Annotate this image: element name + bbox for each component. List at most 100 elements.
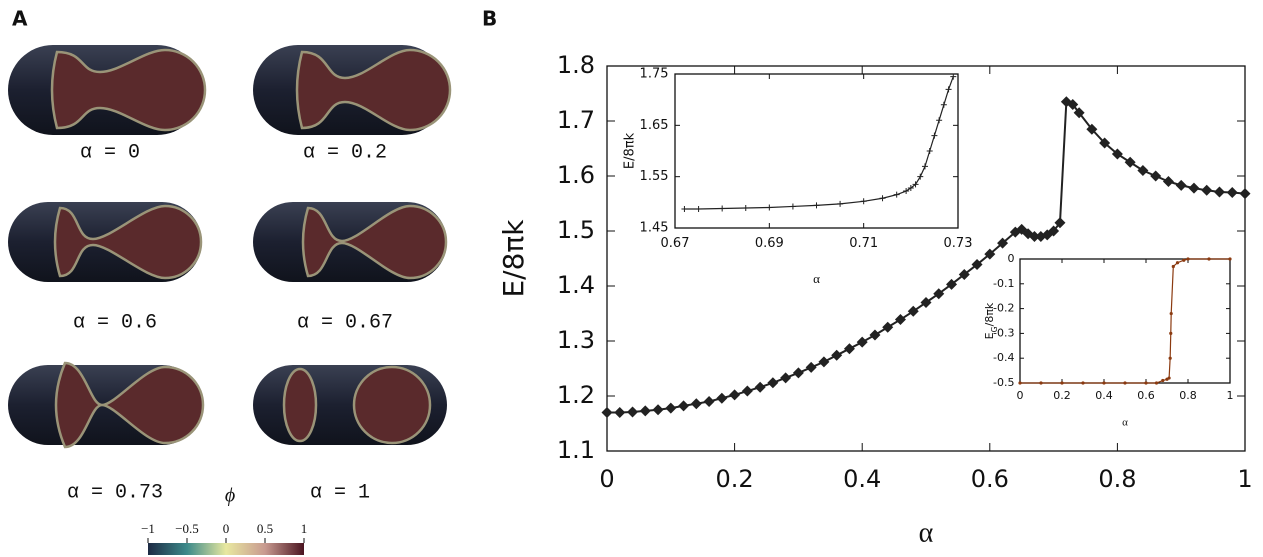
colorbar-tick-label: −0.5 bbox=[175, 521, 199, 536]
marker bbox=[945, 86, 952, 93]
y-tick-label: 1.3 bbox=[557, 326, 595, 354]
x-tick-label: 0.67 bbox=[661, 236, 690, 251]
y-tick-label: 1.45 bbox=[640, 221, 669, 236]
marker bbox=[719, 205, 726, 212]
marker bbox=[903, 188, 910, 195]
x-axis-label: α bbox=[1122, 417, 1128, 429]
marker bbox=[1124, 156, 1136, 168]
colorbar-label: ϕ bbox=[225, 485, 235, 507]
marker bbox=[907, 184, 914, 191]
marker bbox=[958, 268, 970, 280]
marker bbox=[1169, 311, 1173, 316]
marker bbox=[950, 73, 957, 80]
marker bbox=[933, 288, 945, 300]
marker bbox=[1048, 225, 1060, 237]
marker bbox=[860, 198, 867, 205]
marker bbox=[1039, 381, 1043, 385]
y-axis-label: E/8πk bbox=[497, 219, 530, 298]
marker bbox=[627, 406, 639, 418]
marker bbox=[1137, 165, 1149, 176]
marker bbox=[1161, 378, 1165, 383]
x-tick-label: 0.4 bbox=[1095, 389, 1113, 402]
marker bbox=[1186, 257, 1190, 261]
marker bbox=[921, 163, 928, 170]
y-tick-label: -0.4 bbox=[993, 351, 1014, 364]
x-tick-label: 0.8 bbox=[1179, 389, 1197, 402]
marker bbox=[1168, 356, 1172, 360]
y-axis-label-part: G bbox=[990, 326, 999, 332]
marker bbox=[1171, 264, 1175, 269]
marker bbox=[767, 377, 779, 389]
x-axis-label: α bbox=[813, 271, 820, 286]
y-tick-label: 1.6 bbox=[557, 161, 595, 189]
marker bbox=[912, 181, 919, 188]
marker bbox=[1207, 257, 1211, 261]
marker bbox=[1167, 376, 1171, 380]
y-tick-label: 1.2 bbox=[557, 381, 595, 409]
y-axis-label-part: E bbox=[983, 332, 996, 339]
colorbar-tick-label: 0 bbox=[223, 521, 230, 536]
marker bbox=[936, 117, 943, 124]
marker bbox=[1123, 381, 1127, 385]
y-tick-label: 1.5 bbox=[557, 216, 595, 244]
marker bbox=[1182, 258, 1186, 262]
membrane-shape bbox=[8, 361, 205, 449]
y-tick-label: -0.5 bbox=[993, 376, 1014, 389]
marker bbox=[931, 132, 938, 139]
marker bbox=[1144, 381, 1148, 385]
y-axis-label-part: /8πk bbox=[983, 302, 996, 326]
colorbar-tick-label: −1 bbox=[141, 521, 155, 536]
x-tick-label: 0.8 bbox=[1098, 465, 1136, 493]
membrane-shape bbox=[253, 365, 447, 445]
marker bbox=[882, 321, 894, 333]
marker bbox=[681, 206, 688, 213]
x-tick-label: 1 bbox=[1227, 389, 1234, 402]
marker bbox=[893, 191, 900, 198]
x-axis-label: α bbox=[919, 517, 934, 548]
x-tick-label: 0.4 bbox=[843, 465, 881, 493]
marker bbox=[652, 404, 664, 416]
marker bbox=[1175, 261, 1180, 265]
x-tick-label: 0.69 bbox=[755, 236, 784, 251]
shape-label: α = 0.73 bbox=[67, 481, 163, 504]
marker bbox=[1054, 217, 1066, 229]
marker bbox=[997, 237, 1009, 249]
marker bbox=[984, 248, 996, 260]
membrane-shape bbox=[253, 202, 448, 282]
colorbar-tick-label: 1 bbox=[301, 521, 308, 536]
marker bbox=[1226, 187, 1238, 198]
plot-frame bbox=[674, 73, 959, 229]
marker bbox=[716, 392, 728, 404]
marker bbox=[946, 278, 958, 290]
marker bbox=[813, 202, 820, 209]
marker bbox=[1067, 99, 1079, 110]
y-tick-label: 1.4 bbox=[557, 271, 595, 299]
marker bbox=[1162, 176, 1174, 187]
y-tick-label: 1.1 bbox=[557, 436, 595, 464]
marker bbox=[742, 204, 749, 211]
x-tick-label: 0.6 bbox=[971, 465, 1009, 493]
marker bbox=[1018, 381, 1022, 385]
marker bbox=[1073, 107, 1085, 119]
x-tick-label: 0.6 bbox=[1137, 389, 1155, 402]
marker bbox=[741, 385, 753, 397]
membrane-shape bbox=[253, 45, 452, 135]
y-tick-label: -0.2 bbox=[993, 302, 1014, 315]
y-tick-label: 1.65 bbox=[640, 118, 669, 133]
panel-label: A bbox=[12, 7, 28, 31]
shape-label: α = 0.67 bbox=[297, 311, 393, 334]
marker bbox=[690, 398, 702, 410]
x-tick-label: 0.73 bbox=[944, 236, 973, 251]
marker bbox=[926, 148, 933, 154]
marker bbox=[920, 297, 932, 308]
marker bbox=[1081, 381, 1085, 385]
marker bbox=[695, 206, 702, 213]
marker bbox=[971, 259, 983, 271]
marker bbox=[917, 173, 924, 180]
marker bbox=[1086, 123, 1098, 135]
marker bbox=[1228, 257, 1232, 261]
y-tick-label: 1.8 bbox=[557, 51, 595, 79]
x-tick-label: 0.71 bbox=[849, 236, 878, 251]
marker bbox=[1099, 137, 1111, 149]
